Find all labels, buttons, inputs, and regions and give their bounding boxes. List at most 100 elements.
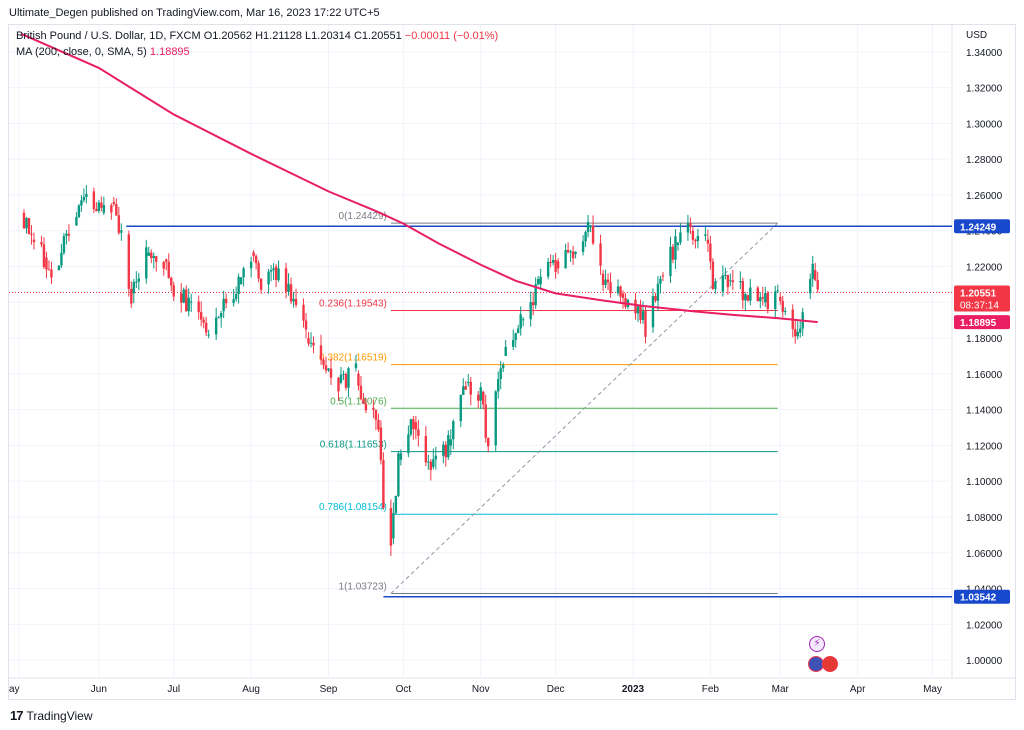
close-value: C1.20551 <box>353 30 402 42</box>
lightning-icon[interactable]: ⚡ <box>809 636 825 652</box>
candle-body <box>536 279 540 285</box>
candle-body <box>469 381 472 395</box>
candle-body <box>724 274 727 276</box>
y-tick-label: 1.26000 <box>966 191 1003 202</box>
candle-body <box>809 279 812 294</box>
x-month-label: 2023 <box>622 684 645 695</box>
candle-body <box>309 342 313 344</box>
candle-body <box>729 280 732 282</box>
candle-body <box>234 294 238 300</box>
candle-body <box>606 279 610 283</box>
candle-body <box>147 252 150 256</box>
candle-body <box>344 373 348 388</box>
candle-body <box>529 302 532 320</box>
candle-body <box>794 329 797 337</box>
fib-level-label: 0.236(1.19543) <box>319 298 387 309</box>
candle-body <box>586 221 590 233</box>
candle-body <box>447 435 450 458</box>
candle-body <box>504 346 507 356</box>
candle-body <box>182 289 185 303</box>
candle-body <box>669 246 672 277</box>
candle-body <box>759 297 762 302</box>
candle-body <box>312 342 315 346</box>
candle-body <box>82 197 86 201</box>
candle-body <box>357 373 360 386</box>
candle-body <box>257 263 260 279</box>
candle-body <box>731 280 735 283</box>
candle-body <box>634 299 637 314</box>
candle-body <box>217 317 220 319</box>
candle-body <box>190 301 193 303</box>
candle-body <box>232 299 235 304</box>
x-month-label: Nov <box>472 684 490 695</box>
candle-body <box>307 338 310 344</box>
y-tick-label: 1.12000 <box>966 441 1003 452</box>
candle-body <box>110 205 113 213</box>
price-badge-countdown: 08:37:14 <box>960 300 999 311</box>
candle-body <box>277 268 280 281</box>
price-badge-label: 1.20551 <box>960 288 997 299</box>
candle-body <box>222 298 225 312</box>
candle-body <box>155 256 158 262</box>
candle-body <box>170 277 173 286</box>
candle-body <box>467 381 470 383</box>
candle-body <box>434 455 438 460</box>
candle-body <box>616 286 620 294</box>
candle-body <box>292 298 295 302</box>
candle-body <box>30 234 33 236</box>
candle-body <box>219 313 223 318</box>
candle-body <box>412 419 415 430</box>
ma-value: 1.18895 <box>149 46 190 58</box>
price-badge-label: 1.03542 <box>960 593 997 604</box>
candle-body <box>302 304 305 321</box>
candle-body <box>651 296 655 328</box>
publisher-line: Ultimate_Degen published on TradingView.… <box>9 7 380 19</box>
candle-body <box>741 281 745 301</box>
candle-body <box>112 202 116 205</box>
candle-body <box>364 403 368 411</box>
x-month-label: Jul <box>167 684 180 695</box>
candle-body <box>397 453 400 496</box>
candle-body <box>207 334 210 336</box>
candle-body <box>601 273 605 285</box>
fib-level-label: 0(1.24429) <box>339 211 387 222</box>
candle-body <box>42 244 46 268</box>
candle-body <box>392 512 395 539</box>
candle-body <box>726 274 730 288</box>
candle-body <box>377 419 380 430</box>
candle-body <box>409 419 413 435</box>
uk-flag-icon[interactable] <box>822 656 838 672</box>
candle-body <box>95 209 98 212</box>
candle-body <box>242 268 245 278</box>
candle-body <box>60 252 63 266</box>
fib-level-label: 0.382(1.16519) <box>319 353 387 364</box>
candle-body <box>749 287 752 301</box>
ma-legend[interactable]: MA (200, close, 0, SMA, 5) 1.18895 <box>16 46 190 58</box>
x-month-label: Feb <box>702 684 720 695</box>
candle-body <box>127 234 131 289</box>
candle-body <box>337 377 340 392</box>
candle-body <box>145 247 148 279</box>
candle-body <box>379 427 383 461</box>
candle-body <box>487 437 490 447</box>
candle-body <box>516 328 520 334</box>
candle-body <box>531 302 535 306</box>
candle-body <box>339 374 343 383</box>
fib-level-label: 0.5(1.14076) <box>330 396 387 407</box>
candle-body <box>137 278 140 282</box>
footer-brand: TradingView <box>26 708 93 723</box>
candle-body <box>132 281 136 294</box>
candle-body <box>589 225 592 228</box>
candle-body <box>452 421 455 440</box>
candle-body <box>214 317 218 335</box>
candle-body <box>237 276 240 295</box>
candle-body <box>274 266 278 281</box>
x-month-label: Sep <box>320 684 338 695</box>
candle-body <box>85 193 88 198</box>
candle-body <box>382 460 385 509</box>
y-tick-label: 1.18000 <box>966 334 1003 345</box>
y-tick-label: 1.10000 <box>966 477 1003 488</box>
candle-body <box>319 345 323 360</box>
candle-body <box>374 409 378 420</box>
